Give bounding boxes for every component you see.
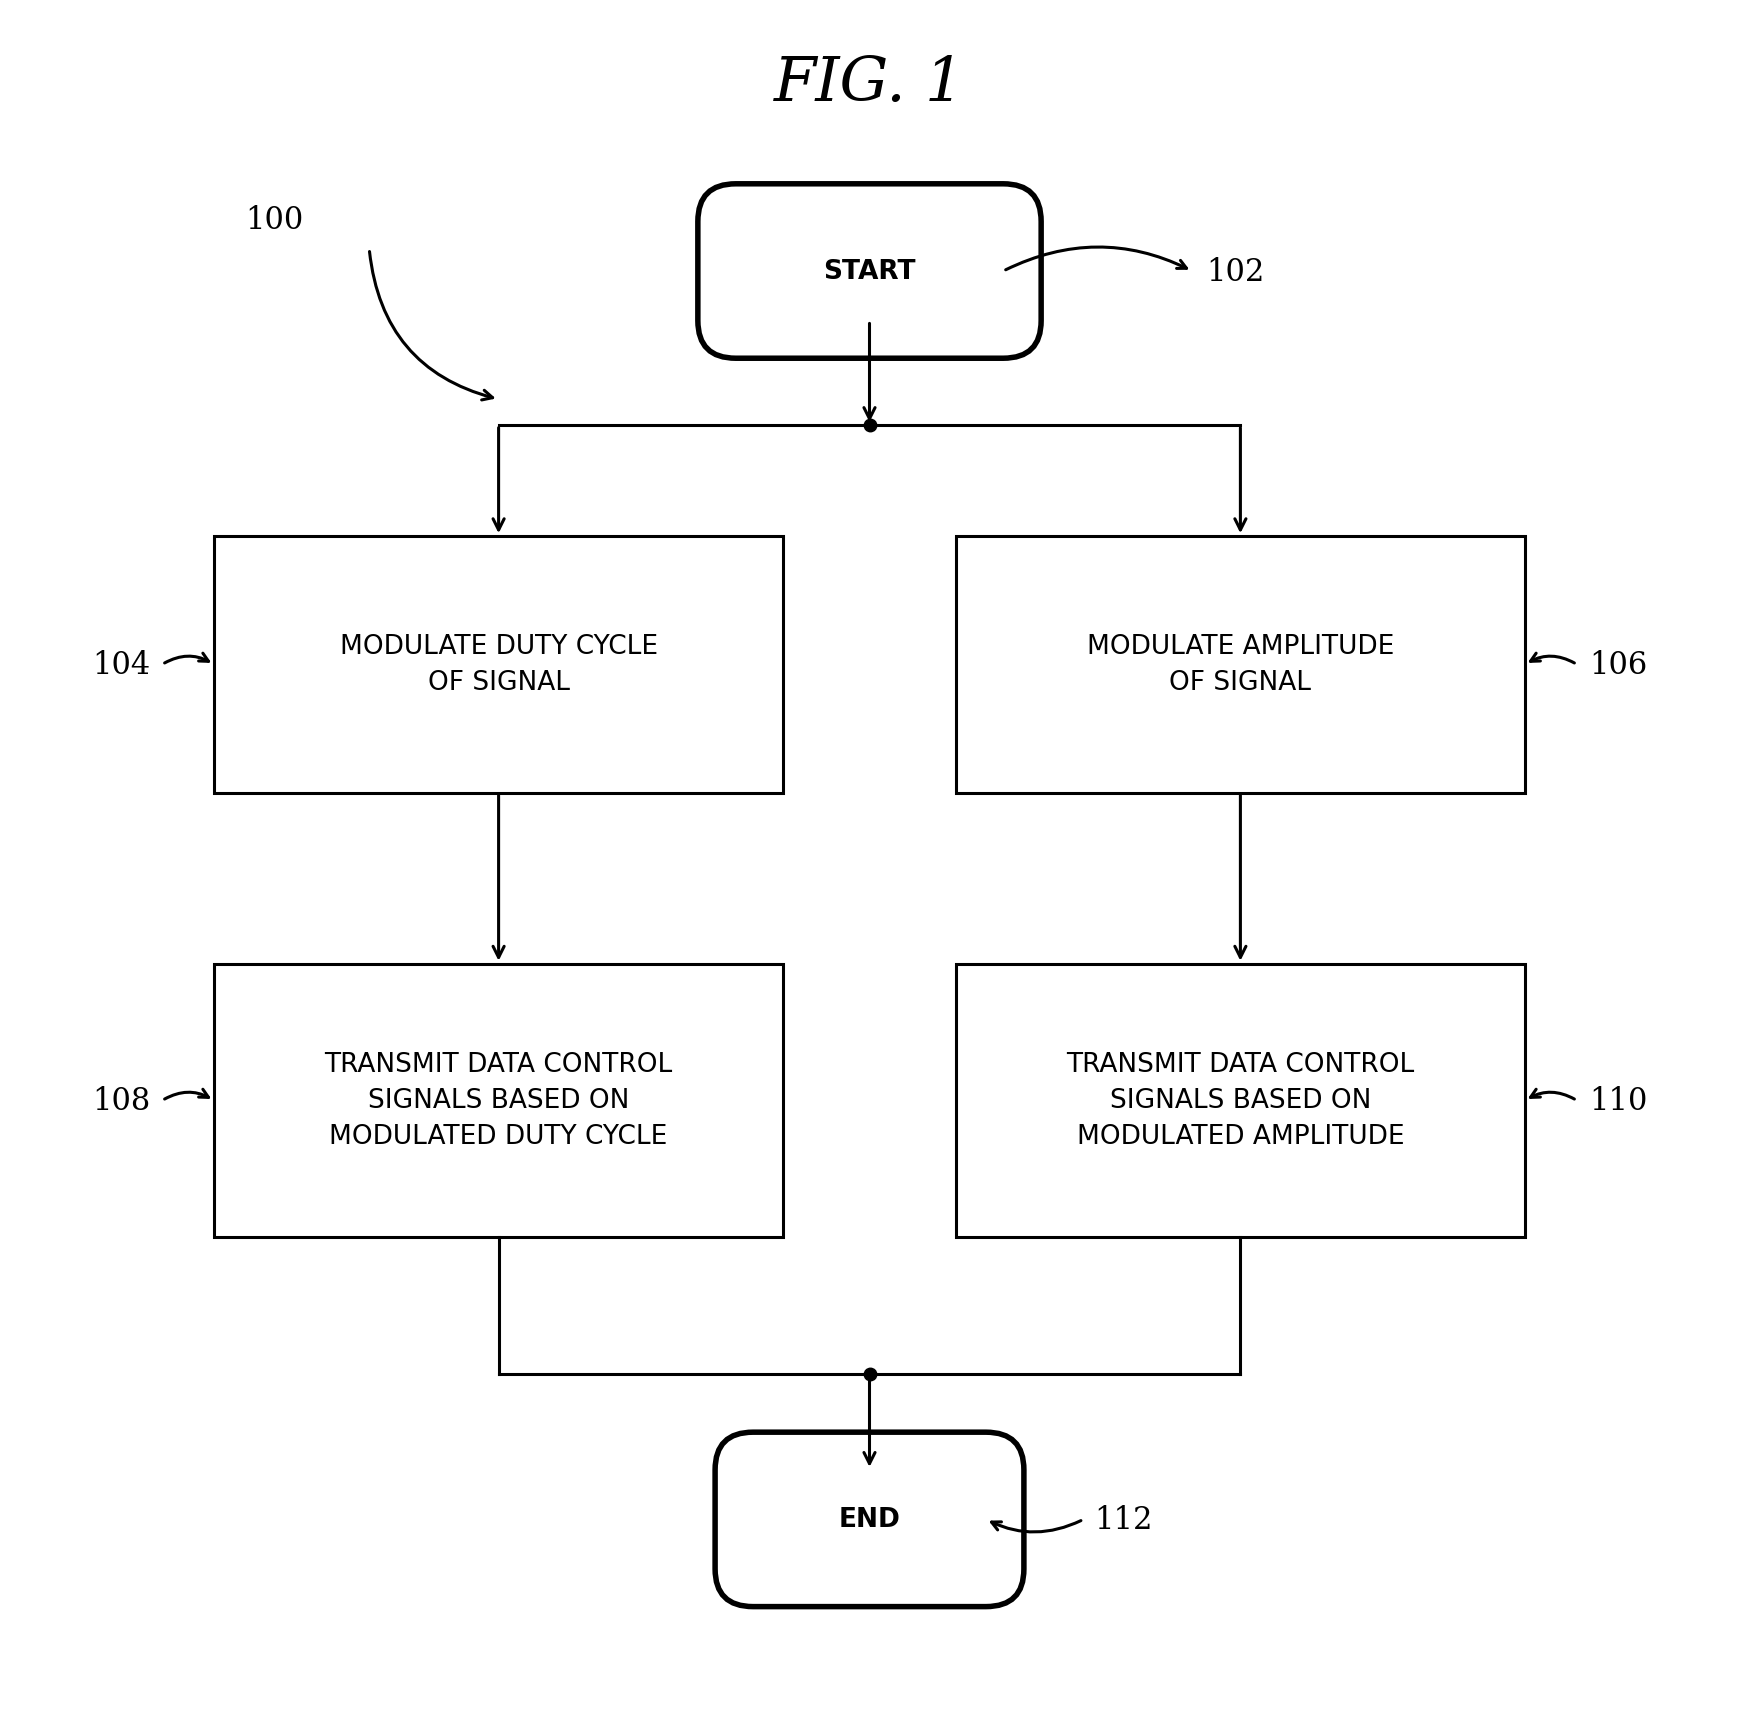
- Text: FIG. 1: FIG. 1: [774, 53, 965, 114]
- Bar: [214, 538, 783, 793]
- Bar: [956, 538, 1525, 793]
- Text: 112: 112: [1094, 1504, 1153, 1535]
- Text: 108: 108: [92, 1085, 150, 1117]
- Text: 100: 100: [245, 205, 304, 236]
- FancyBboxPatch shape: [697, 184, 1042, 358]
- Bar: [214, 965, 783, 1237]
- FancyBboxPatch shape: [715, 1432, 1024, 1606]
- Text: 104: 104: [92, 650, 150, 681]
- Text: 110: 110: [1589, 1085, 1647, 1117]
- Text: MODULATE AMPLITUDE
OF SIGNAL: MODULATE AMPLITUDE OF SIGNAL: [1087, 634, 1395, 696]
- Text: TRANSMIT DATA CONTROL
SIGNALS BASED ON
MODULATED AMPLITUDE: TRANSMIT DATA CONTROL SIGNALS BASED ON M…: [1066, 1051, 1414, 1149]
- Text: 106: 106: [1589, 650, 1647, 681]
- Text: START: START: [823, 258, 916, 284]
- Text: 102: 102: [1205, 257, 1264, 288]
- Text: END: END: [838, 1506, 901, 1532]
- Text: MODULATE DUTY CYCLE
OF SIGNAL: MODULATE DUTY CYCLE OF SIGNAL: [339, 634, 657, 696]
- Text: TRANSMIT DATA CONTROL
SIGNALS BASED ON
MODULATED DUTY CYCLE: TRANSMIT DATA CONTROL SIGNALS BASED ON M…: [325, 1051, 673, 1149]
- Bar: [956, 965, 1525, 1237]
